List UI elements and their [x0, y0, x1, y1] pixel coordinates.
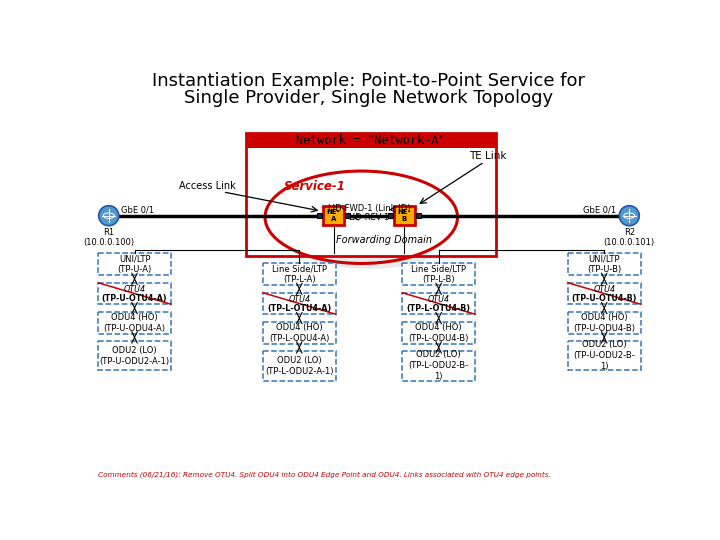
- Bar: [416, 213, 420, 218]
- Text: NE-
A: NE- A: [327, 209, 341, 222]
- Bar: [98, 253, 171, 275]
- Text: ODU2 (LO)
(TP-U-ODU2-B-
1): ODU2 (LO) (TP-U-ODU2-B- 1): [573, 340, 635, 372]
- Ellipse shape: [276, 184, 462, 269]
- Text: (TP-L-OTU4-A): (TP-L-OTU4-A): [267, 303, 331, 313]
- Text: ODU4 (HO)
(TP-U-ODU4-A): ODU4 (HO) (TP-U-ODU4-A): [104, 313, 166, 333]
- Text: Line Side/LTP
(TP-L-A): Line Side/LTP (TP-L-A): [272, 264, 327, 284]
- Text: ODU2 (LO)
(TP-L-ODU2-A-1): ODU2 (LO) (TP-L-ODU2-A-1): [265, 356, 333, 376]
- Bar: [98, 312, 171, 334]
- Text: Access Link: Access Link: [179, 181, 235, 192]
- Text: Forwarding Domain: Forwarding Domain: [336, 235, 433, 245]
- Bar: [567, 283, 641, 304]
- Bar: [388, 213, 393, 218]
- Bar: [567, 341, 641, 370]
- Text: LID-REV-1: LID-REV-1: [348, 213, 390, 222]
- Text: Comments (06/21/16): Remove OTU4. Split ODU4 into ODU4 Edge Point and ODU4. Link: Comments (06/21/16): Remove OTU4. Split …: [98, 471, 551, 478]
- Bar: [246, 132, 496, 256]
- Text: R1
(10.0.0.100): R1 (10.0.0.100): [84, 228, 135, 247]
- Bar: [402, 322, 475, 343]
- Circle shape: [619, 206, 639, 226]
- Bar: [402, 351, 475, 381]
- Text: OTU4: OTU4: [123, 285, 145, 294]
- Bar: [567, 253, 641, 275]
- Bar: [246, 132, 496, 148]
- Text: ODU4 (HO)
(TP-L-ODU4-A): ODU4 (HO) (TP-L-ODU4-A): [269, 323, 330, 343]
- Text: Network = "Network-A": Network = "Network-A": [296, 134, 446, 147]
- Text: OTU4: OTU4: [593, 285, 616, 294]
- Bar: [402, 293, 475, 314]
- Bar: [263, 322, 336, 343]
- Text: GbE 0/1: GbE 0/1: [583, 206, 616, 215]
- Text: ODU2 (LO)
(TP-L-ODU2-B-
1): ODU2 (LO) (TP-L-ODU2-B- 1): [409, 350, 469, 381]
- Bar: [402, 264, 475, 285]
- Text: GbE 0/1: GbE 0/1: [122, 206, 155, 215]
- Text: LID-FWD-1 (Link ID): LID-FWD-1 (Link ID): [328, 204, 410, 213]
- Bar: [567, 312, 641, 334]
- Text: OTU4: OTU4: [288, 295, 310, 304]
- Text: (TP-U-OTU4-B): (TP-U-OTU4-B): [572, 294, 637, 303]
- Circle shape: [99, 206, 119, 226]
- Text: ODU4 (HO)
(TP-U-ODU4-B): ODU4 (HO) (TP-U-ODU4-B): [573, 313, 635, 333]
- Text: NE-
B: NE- B: [397, 209, 411, 222]
- Bar: [318, 213, 322, 218]
- Text: Line Side/LTP
(TP-L-B): Line Side/LTP (TP-L-B): [411, 264, 466, 284]
- Bar: [98, 283, 171, 304]
- Text: (TP-U-OTU4-A): (TP-U-OTU4-A): [102, 294, 167, 303]
- Bar: [323, 206, 344, 225]
- Text: Single Provider, Single Network Topology: Single Provider, Single Network Topology: [184, 90, 554, 107]
- Text: OTU4: OTU4: [428, 295, 450, 304]
- Bar: [263, 351, 336, 381]
- Bar: [394, 206, 415, 225]
- Text: Service-1: Service-1: [284, 180, 346, 193]
- Bar: [263, 264, 336, 285]
- Bar: [263, 293, 336, 314]
- Text: ODU2 (LO)
(TP-U-ODU2-A-1): ODU2 (LO) (TP-U-ODU2-A-1): [99, 346, 170, 366]
- Text: UNI/LTP
(TP-U-A): UNI/LTP (TP-U-A): [117, 254, 152, 274]
- Text: Instantiation Example: Point-to-Point Service for: Instantiation Example: Point-to-Point Se…: [153, 72, 585, 91]
- Bar: [98, 341, 171, 370]
- Text: (TP-L-OTU4-B): (TP-L-OTU4-B): [407, 303, 471, 313]
- Text: TE Link: TE Link: [469, 151, 507, 161]
- Text: UNI/LTP
(TP-U-B): UNI/LTP (TP-U-B): [587, 254, 621, 274]
- Text: R2
(10.0.0.101): R2 (10.0.0.101): [603, 228, 654, 247]
- Text: ODU4 (HO)
(TP-L-ODU4-B): ODU4 (HO) (TP-L-ODU4-B): [408, 323, 469, 343]
- Bar: [345, 213, 350, 218]
